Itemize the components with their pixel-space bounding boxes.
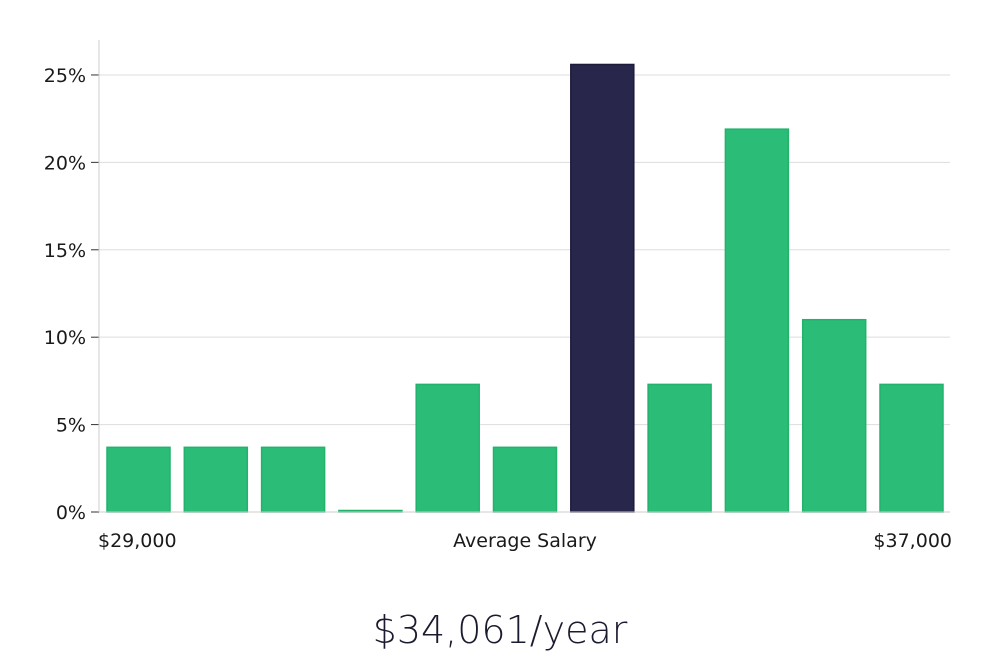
salary-bar: [724, 128, 790, 513]
x-end-label: $37,000: [873, 530, 952, 552]
salary-bar: [415, 383, 480, 513]
y-tick-label: 10%: [44, 327, 86, 349]
y-tick-label: 25%: [44, 65, 86, 87]
salary-bar: [647, 383, 712, 513]
x-start-label: $29,000: [98, 530, 177, 552]
salary-bar: [106, 446, 171, 513]
salary-bar: [801, 318, 867, 513]
x-axis-title: Average Salary: [453, 530, 597, 552]
y-tick-label: 5%: [56, 415, 86, 437]
y-axis-ticks: 0% 5% 10% 15% 20% 25%: [44, 65, 99, 524]
y-tick-label: 20%: [44, 152, 86, 174]
salary-histogram: 0%5%10%15%20%25% $29,000 Average Salary …: [44, 40, 952, 552]
salary-bar: [183, 446, 249, 513]
y-tick-label: 15%: [44, 240, 86, 262]
salary-bar: [260, 446, 326, 513]
bars: [106, 63, 944, 513]
average-salary-value: $34,061/year: [372, 608, 628, 652]
salary-bar: [492, 446, 558, 513]
salary-bar: [879, 383, 944, 513]
highlighted-salary-bar: [570, 63, 635, 513]
y-tick-label: 0%: [56, 502, 86, 524]
